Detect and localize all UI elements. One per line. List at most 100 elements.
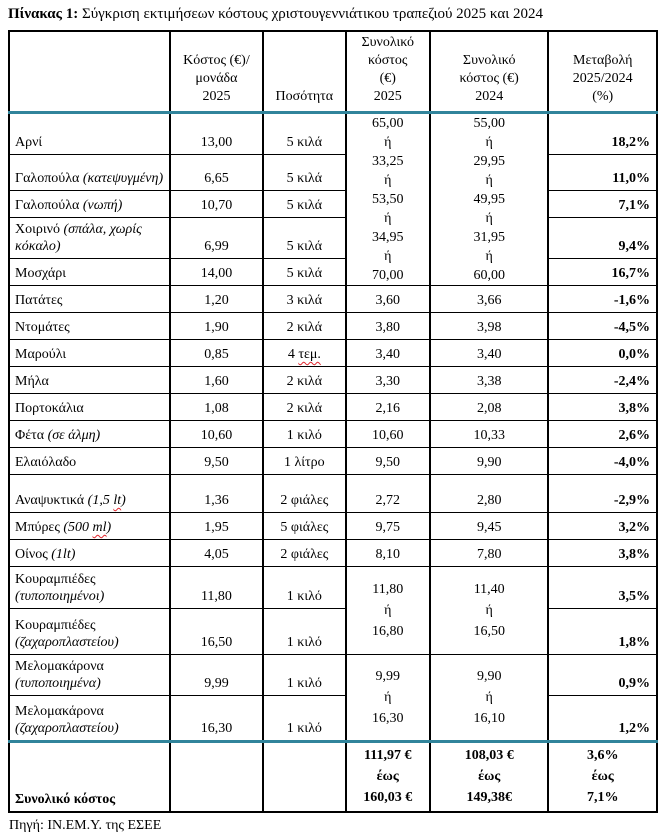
item-name-italic: (ζαχαροπλαστείου) [15, 635, 119, 650]
change-cell: 3,8% [547, 539, 658, 567]
change-cell: -4,0% [547, 447, 658, 475]
cost-cell: 6,99 [168, 217, 265, 259]
item-cell: Κουραμπιέδες (ζαχαροπλαστείου) [8, 608, 171, 655]
table-row: Μαρούλι 0,85 4 τεμ. 3,40 3,40 0,0% [8, 339, 658, 367]
header-total-2024: Συνολικό κόστος (€) 2024 [428, 30, 550, 114]
cost-cell: 1,08 [168, 393, 265, 421]
item-cell: Αναψυκτικά (1,5 lt) [8, 474, 171, 513]
item-name-italic-text: (1,5 [84, 493, 114, 508]
qty-cell: 1 κιλό [262, 608, 347, 655]
table-title-label: Πίνακας 1: [8, 6, 79, 22]
qty-text: 1 κιλό [286, 721, 322, 736]
table-row: Μελομακάρονα (τυποποιημένα) 9,99 1 κιλό … [8, 654, 658, 742]
qty-cell: 5 κιλά [262, 154, 347, 191]
change-cell: 11,0% [547, 154, 658, 191]
item-name: Μοσχάρι [15, 266, 66, 281]
item-name: Μαρούλι [15, 347, 67, 362]
change-cell: 9,4% [547, 217, 658, 259]
item-name-italic-text: (ζαχαροπλαστείου) [15, 635, 119, 650]
qty-text: 1 κιλό [286, 589, 322, 604]
qty-text: 5 κιλά [286, 135, 323, 150]
table-row: Μήλα 1,60 2 κιλά 3,30 3,38 -2,4% [8, 366, 658, 394]
grand-total-empty-cell [168, 740, 265, 813]
item-name: Μελομακάρονα [15, 704, 104, 719]
qty-text: 2 φιάλες [280, 493, 329, 508]
item-name: Μπύρες [15, 520, 60, 535]
item-name-italic: (νωπή) [79, 198, 122, 213]
item-name-italic: (1,5 lt) [84, 493, 126, 508]
item-name-italic-text: (κατεψυγμένη) [79, 171, 164, 186]
cost-cell: 11,80 [168, 566, 265, 609]
cost-cell: 9,99 [168, 654, 265, 696]
item-name-italic-end: ) [106, 520, 112, 535]
qty-cell: 2 φιάλες [262, 539, 347, 567]
table-row: Γαλοπούλα (κατεψυγμένη) 6,65 5 κιλά 11,0… [8, 154, 658, 191]
item-cell: Γαλοπούλα (νωπή) [8, 190, 171, 218]
qty-cell: 1 κιλό [262, 566, 347, 609]
total-2024-cell: 2,08 [428, 393, 550, 421]
total-2024-cell: 3,40 [428, 339, 550, 367]
total-2025-cell: 65,00 ή 33,25 ή 53,50 ή 34,95 ή 70,00 [344, 112, 431, 286]
qty-text: 5 φιάλες [280, 520, 329, 535]
cost-cell: 1,90 [168, 312, 265, 340]
cost-cell: 1,60 [168, 366, 265, 394]
change-cell: 1,8% [547, 608, 658, 655]
qty-cell: 5 κιλά [262, 112, 347, 155]
qty-text: 5 κιλά [286, 171, 323, 186]
item-name-italic-text: (νωπή) [79, 198, 123, 213]
qty-text: 1 κιλό [286, 635, 322, 650]
table-row: Οίνος (1lt) 4,05 2 φιάλες 8,10 7,80 3,8% [8, 539, 658, 567]
item-name: Οίνος [15, 547, 48, 562]
item-name-italic: (ζαχαροπλαστείου) [15, 721, 119, 736]
cost-cell: 10,60 [168, 420, 265, 448]
qty-text: 5 κιλά [286, 266, 323, 281]
table-row: Κουραμπιέδες (τυποποιημένοι) 11,80 1 κιλ… [8, 566, 658, 655]
item-name: Αρνί [15, 135, 43, 150]
cost-cell: 1,36 [168, 474, 265, 513]
item-name: Φέτα [15, 428, 45, 443]
qty-text: 5 κιλά [286, 198, 323, 213]
table-row: Μπύρες (500 ml) 1,95 5 φιάλες 9,75 9,45 … [8, 512, 658, 540]
header-total-2025: Συνολικό κόστος (€) 2025 [344, 30, 431, 114]
cost-cell: 9,50 [168, 447, 265, 475]
total-2024-cell: 3,38 [428, 366, 550, 394]
item-cell: Χοιρινό (σπάλα, χωρίς κόκαλο) [8, 217, 171, 259]
cost-cell: 14,00 [168, 258, 265, 286]
total-2025-cell: 3,60 [344, 285, 431, 313]
item-name-italic-text: (τυποποιημένοι) [15, 589, 105, 604]
qty-cell: 1 κιλό [262, 695, 347, 742]
table-row: Πατάτες 1,20 3 κιλά 3,60 3,66 -1,6% [8, 285, 658, 313]
item-name-italic-text: (σπάλα, χωρίς κόκαλο) [15, 222, 142, 254]
qty-text: 1 κιλό [286, 428, 322, 443]
spellcheck-word: τεμ. [298, 347, 321, 362]
total-2025-cell: 2,16 [344, 393, 431, 421]
item-name-italic: (κατεψυγμένη) [79, 171, 163, 186]
total-2025-cell: 9,50 [344, 447, 431, 475]
spellcheck-word: ml [92, 520, 107, 535]
item-name-italic-end: ) [121, 493, 126, 508]
qty-cell: 2 κιλά [262, 366, 347, 394]
total-2024-cell: 3,98 [428, 312, 550, 340]
total-2025-cell: 2,72 [344, 474, 431, 513]
item-cell: Γαλοπούλα (κατεψυγμένη) [8, 154, 171, 191]
item-name: Μελομακάρονα [15, 659, 104, 674]
table-title-text: Σύγκριση εκτιμήσεων κόστους χριστουγεννι… [78, 6, 544, 22]
table-row: Αναψυκτικά (1,5 lt) 1,36 2 φιάλες 2,72 2… [8, 474, 658, 513]
qty-text: 1 κιλό [286, 676, 322, 691]
qty-text: 2 φιάλες [280, 547, 329, 562]
item-name-italic: (σπάλα, χωρίς κόκαλο) [15, 222, 142, 254]
item-name: Ντομάτες [15, 320, 70, 335]
header-row: Κόστος (€)/ μονάδα 2025 Ποσότητα Συνολικ… [8, 30, 658, 114]
item-name: Πορτοκάλια [15, 401, 84, 416]
table-title: Πίνακας 1: Σύγκριση εκτιμήσεων κόστους χ… [8, 6, 657, 23]
table-row: Μοσχάρι 14,00 5 κιλά 16,7% [8, 258, 658, 286]
change-cell: -2,9% [547, 474, 658, 513]
item-name: Ελαιόλαδο [15, 455, 77, 470]
item-cell: Μελομακάρονα (τυποποιημένα) [8, 654, 171, 696]
item-name-italic-text: (ζαχαροπλαστείου) [15, 721, 119, 736]
total-2024-cell: 9,45 [428, 512, 550, 540]
item-name-italic: (τυποποιημένοι) [15, 589, 104, 604]
table-row: Αρνί 13,00 5 κιλά 65,00 ή 33,25 ή 53,50 … [8, 112, 658, 286]
item-cell: Μήλα [8, 366, 171, 394]
cost-cell: 0,85 [168, 339, 265, 367]
